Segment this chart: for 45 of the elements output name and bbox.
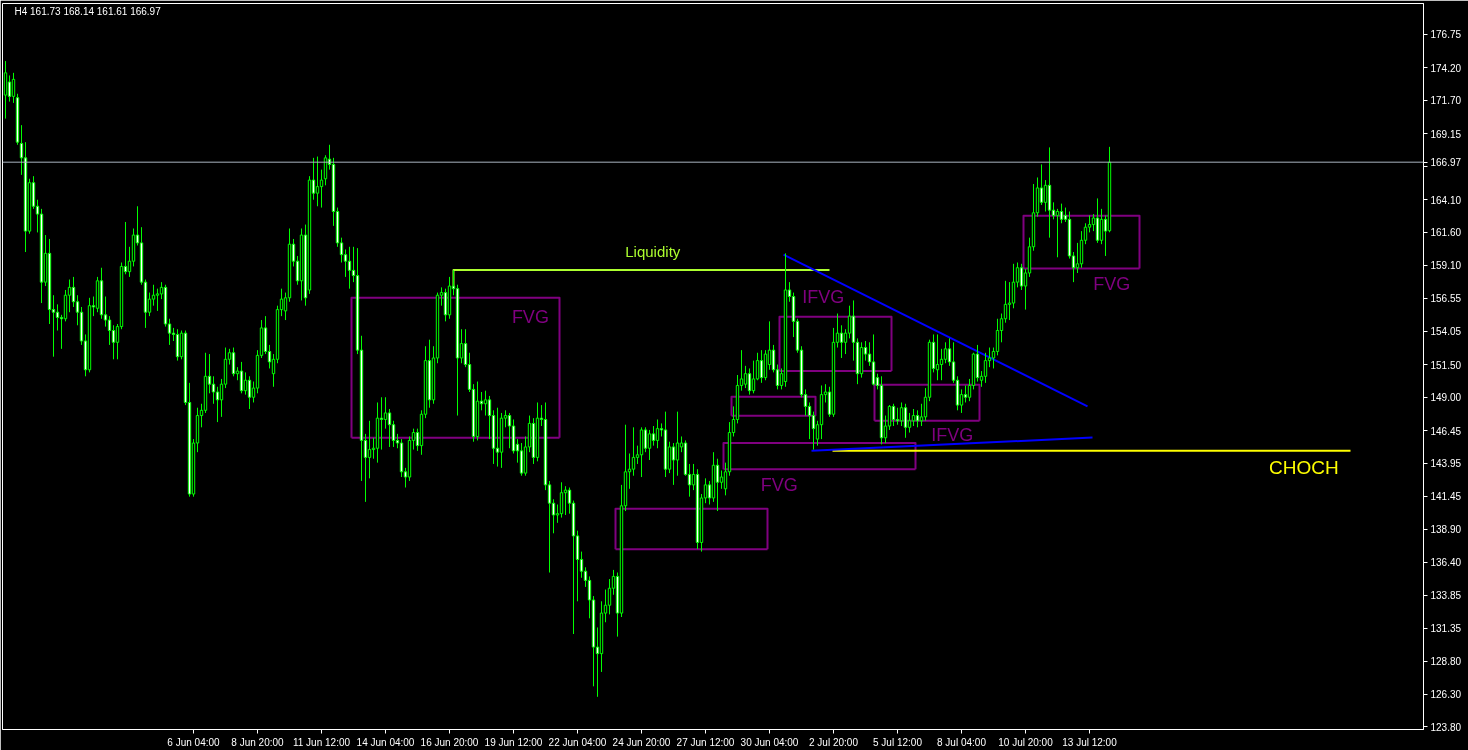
x-tick-label: 14 Jun 04:00 <box>356 736 415 748</box>
y-tick-label: 154.05 <box>1430 326 1462 338</box>
series-label: CHOCH <box>1269 457 1339 479</box>
y-tick-label: 146.45 <box>1430 425 1462 437</box>
chart-title: H4 161.73 168.14 161.61 166.97 <box>14 5 162 17</box>
y-tick-label: 156.55 <box>1430 293 1462 305</box>
y-tick-label: 128.80 <box>1430 656 1462 668</box>
x-tick-label: 2 Jul 20:00 <box>809 736 859 748</box>
y-tick-label: 151.50 <box>1430 359 1462 371</box>
x-tick-label: 5 Jul 12:00 <box>873 736 923 748</box>
series-label: FVG <box>1093 273 1131 294</box>
series-label: FVG <box>760 475 798 496</box>
y-tick-label: 164.10 <box>1430 194 1462 206</box>
x-tick-label: 22 Jun 04:00 <box>548 736 607 748</box>
y-tick-label: 126.30 <box>1430 689 1462 701</box>
y-tick-label: 176.75 <box>1430 29 1462 41</box>
y-tick-label: 138.90 <box>1430 524 1462 536</box>
x-tick-label: 11 Jun 12:00 <box>292 736 351 748</box>
y-tick-label: 159.10 <box>1430 260 1462 272</box>
x-tick-label: 13 Jul 12:00 <box>1062 736 1118 748</box>
series-label: IFVG <box>931 424 974 445</box>
x-tick-label: 16 Jun 20:00 <box>420 736 479 748</box>
x-tick-label: 30 Jun 04:00 <box>740 736 799 748</box>
y-tick-label: 136.40 <box>1430 557 1462 569</box>
ref-line-label: 166.97 <box>1430 157 1462 169</box>
x-tick-label: 6 Jun 04:00 <box>167 736 221 748</box>
y-tick-label: 161.60 <box>1430 227 1462 239</box>
y-tick-label: 141.45 <box>1430 491 1462 502</box>
y-tick-label: 171.70 <box>1430 95 1462 107</box>
y-tick-label: 149.00 <box>1430 392 1462 404</box>
y-tick-label: 133.85 <box>1430 590 1462 602</box>
series-label: IFVG <box>802 286 845 307</box>
series-label: Liquidity <box>625 242 681 260</box>
x-tick-label: 19 Jun 12:00 <box>484 736 543 748</box>
series-label: FVG <box>511 306 549 327</box>
y-tick-label: 143.95 <box>1430 458 1462 470</box>
x-tick-label: 10 Jul 20:00 <box>998 736 1054 748</box>
y-tick-label: 131.35 <box>1430 623 1462 635</box>
y-tick-label: 169.15 <box>1430 128 1462 140</box>
y-tick-label: 174.20 <box>1430 62 1462 74</box>
x-tick-label: 8 Jul 04:00 <box>937 736 987 748</box>
y-tick-label: 123.80 <box>1430 721 1462 733</box>
x-tick-label: 27 Jun 12:00 <box>676 736 735 748</box>
x-tick-label: 8 Jun 20:00 <box>231 736 285 748</box>
x-tick-label: 24 Jun 20:00 <box>612 736 671 748</box>
